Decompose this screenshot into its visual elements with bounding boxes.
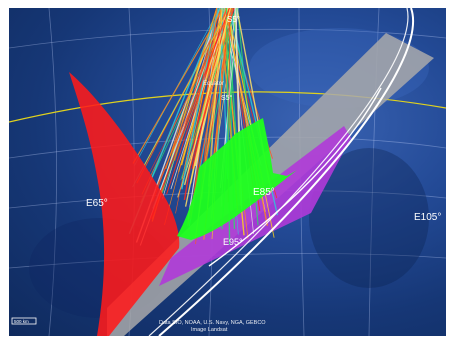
- scale-bar: 500 km: [11, 317, 37, 325]
- lon-e95-label: E95°: [223, 237, 243, 247]
- lon-e65-label: E65°: [86, 198, 108, 209]
- ray-path: [187, 8, 232, 226]
- scale-bar-box: [11, 317, 37, 325]
- lon-e105-label: E105°: [414, 212, 441, 223]
- ray-path: [143, 8, 230, 167]
- ray-path: [165, 8, 218, 170]
- ray-path: [216, 8, 224, 170]
- ray-path: [162, 8, 220, 199]
- mid-lat-label: S5°: [221, 94, 233, 102]
- map-canvas[interactable]: S5° S5° Equator E65° E85° E95° E105° Dat…: [9, 8, 446, 336]
- ray-path: [183, 8, 232, 186]
- map-viewport[interactable]: S5° S5° Equator E65° E85° E95° E105° Dat…: [9, 8, 446, 336]
- scale-bar-label: 500 km: [14, 319, 29, 324]
- top-lat-label: S5°: [227, 15, 240, 24]
- ray-path: [202, 8, 234, 179]
- white-ring-arc-outer: [158, 8, 415, 336]
- attribution-line-1: Data SIO, NOAA, U.S. Navy, NGA, GEBCO: [159, 320, 266, 326]
- lon-e85-label: E85°: [253, 187, 275, 198]
- ray-path: [166, 8, 228, 195]
- ray-path: [181, 8, 219, 190]
- graticule-line: [9, 253, 446, 269]
- equator-label: Equator: [203, 81, 224, 87]
- white-ring-arc-inner: [148, 8, 409, 336]
- magenta-polygon: [159, 126, 351, 286]
- attribution-line-2: Image Landsat: [191, 327, 228, 333]
- green-polygon: [177, 118, 297, 240]
- graticule-line: [48, 8, 57, 336]
- red-polygon: [69, 72, 180, 336]
- ray-path: [149, 8, 230, 220]
- white-ring-arc-band: [208, 87, 382, 267]
- ray-path: [151, 8, 232, 220]
- ray-path: [175, 8, 218, 214]
